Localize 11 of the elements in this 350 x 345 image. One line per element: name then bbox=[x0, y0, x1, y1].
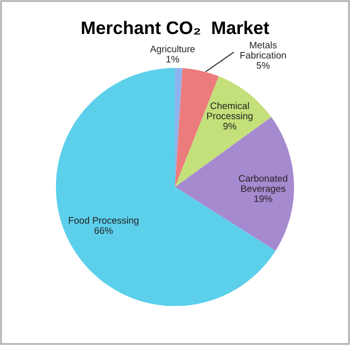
data-label: 19% bbox=[254, 195, 272, 202]
slice-label: Agriculture bbox=[150, 45, 195, 54]
slice-label: Carbonated Beverages bbox=[238, 174, 288, 194]
slice-label: Metals Fabrication bbox=[240, 41, 286, 59]
data-label: 9% bbox=[223, 122, 236, 130]
slice-label: Food Processing bbox=[68, 216, 138, 226]
chart-title: Merchant CO₂ Market bbox=[82, 20, 270, 35]
data-label: 1% bbox=[166, 56, 180, 62]
slice-label: Chemical Processing bbox=[207, 102, 253, 122]
data-label: 5% bbox=[256, 62, 270, 69]
data-label: 66% bbox=[94, 227, 113, 234]
